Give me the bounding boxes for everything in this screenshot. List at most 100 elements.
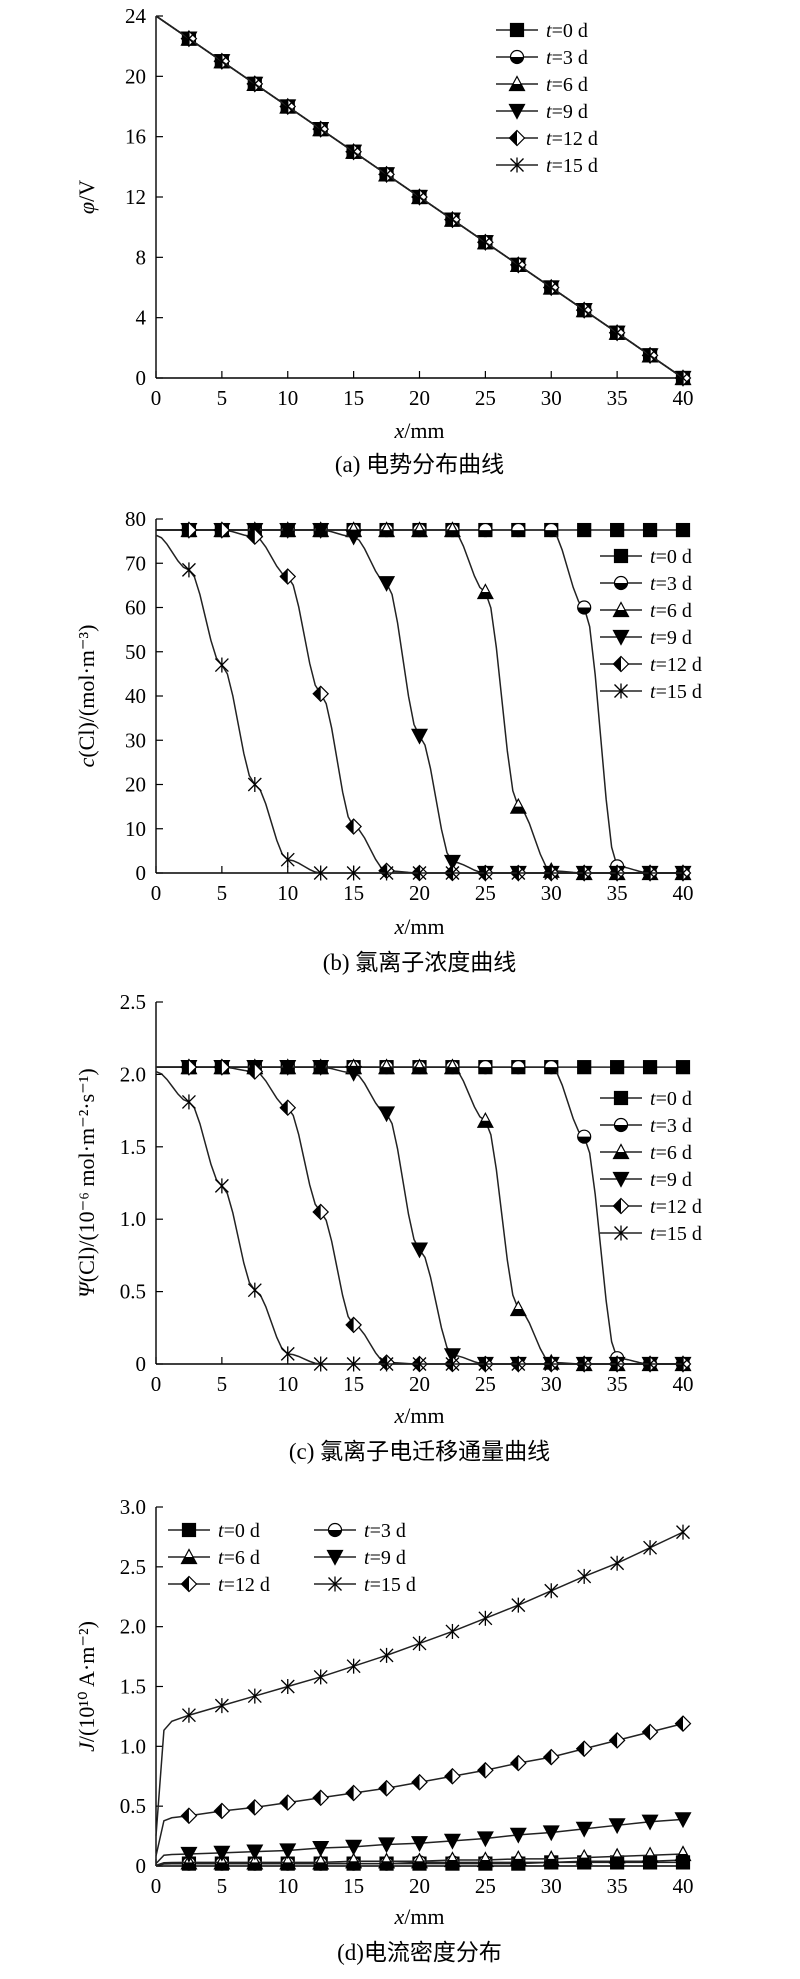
series-line bbox=[155, 1070, 683, 1365]
data-point bbox=[246, 1799, 264, 1816]
data-point bbox=[643, 347, 658, 363]
legend: t=0 d t=3 d t=6 d t=9 d t=12 d t=15 d bbox=[600, 1088, 702, 1245]
y-tick-label: 0.5 bbox=[120, 1794, 146, 1818]
data-point bbox=[577, 1356, 592, 1372]
data-point bbox=[246, 1063, 264, 1080]
series-line bbox=[156, 529, 683, 874]
data-point bbox=[610, 325, 625, 341]
y-tick-label: 50 bbox=[125, 640, 146, 664]
legend-marker bbox=[612, 1171, 630, 1188]
y-tick-label: 4 bbox=[136, 306, 147, 330]
data-point bbox=[379, 1647, 394, 1663]
data-point bbox=[676, 370, 690, 386]
x-tick-label: 10 bbox=[277, 386, 298, 410]
data-point bbox=[410, 1836, 429, 1853]
data-point bbox=[610, 1555, 625, 1571]
x-tick-label: 40 bbox=[673, 1372, 694, 1396]
y-tick-label: 2.0 bbox=[120, 1615, 146, 1639]
data-point bbox=[410, 521, 429, 538]
y-tick-label: 0 bbox=[136, 366, 147, 390]
x-tick-label: 10 bbox=[277, 881, 298, 905]
data-point bbox=[410, 1852, 429, 1869]
data-point bbox=[214, 1178, 229, 1194]
data-point bbox=[181, 1094, 196, 1110]
x-tick-label: 40 bbox=[673, 386, 694, 410]
legend-label: t=9 d bbox=[650, 1169, 692, 1191]
data-point bbox=[642, 1060, 658, 1075]
data-point bbox=[246, 1853, 264, 1870]
data-point bbox=[477, 1761, 494, 1779]
legend-label: t=6 d bbox=[650, 600, 692, 622]
data-point bbox=[378, 1106, 396, 1123]
y-tick-label: 0 bbox=[136, 861, 147, 885]
x-tick-label: 5 bbox=[217, 881, 228, 905]
data-point bbox=[443, 1851, 461, 1868]
data-point bbox=[412, 865, 427, 881]
x-tick-label: 40 bbox=[673, 881, 694, 905]
x-tick-label: 10 bbox=[277, 1372, 298, 1396]
y-axis-title: J/(10¹⁰ A·m⁻²) bbox=[74, 1621, 99, 1752]
data-point bbox=[676, 1524, 690, 1540]
y-tick-label: 8 bbox=[136, 245, 147, 269]
data-point bbox=[577, 1129, 592, 1144]
data-point bbox=[378, 1058, 396, 1075]
y-tick-label: 16 bbox=[125, 125, 146, 149]
x-axis-title: x/mm bbox=[393, 1403, 444, 1428]
data-point bbox=[641, 1723, 659, 1741]
data-point bbox=[346, 1356, 361, 1372]
x-axis-title: x/mm bbox=[393, 418, 444, 443]
data-point bbox=[247, 1282, 262, 1298]
x-tick-label: 10 bbox=[277, 1874, 298, 1898]
data-point bbox=[247, 76, 262, 92]
legend-marker bbox=[612, 629, 630, 646]
data-point bbox=[213, 1802, 231, 1820]
data-point bbox=[444, 1767, 461, 1785]
data-point bbox=[511, 1597, 526, 1613]
legend-marker bbox=[180, 1548, 198, 1565]
data-point bbox=[443, 854, 461, 871]
x-tick-label: 25 bbox=[475, 386, 496, 410]
data-point bbox=[509, 1850, 527, 1866]
data-point bbox=[509, 1300, 527, 1317]
x-tick-label: 30 bbox=[541, 386, 562, 410]
y-tick-label: 30 bbox=[125, 728, 146, 752]
series-line bbox=[156, 1066, 683, 1365]
x-tick-label: 20 bbox=[409, 386, 430, 410]
legend-marker bbox=[612, 601, 630, 618]
legend-marker bbox=[613, 1090, 629, 1106]
data-point bbox=[675, 1060, 691, 1075]
x-tick-label: 25 bbox=[475, 1372, 496, 1396]
data-point bbox=[542, 1748, 560, 1766]
legend-label: t=6 d bbox=[546, 74, 588, 96]
data-point bbox=[478, 522, 493, 538]
data-point bbox=[313, 121, 328, 137]
data-point bbox=[312, 1203, 330, 1221]
data-point bbox=[641, 1846, 659, 1863]
legend-label: t=9 d bbox=[650, 627, 692, 649]
legend-label: t=15 d bbox=[546, 155, 598, 177]
legend-marker bbox=[613, 548, 629, 564]
y-tick-label: 0 bbox=[136, 1352, 147, 1376]
legend-label: t=0 d bbox=[650, 546, 692, 568]
data-point bbox=[411, 1773, 428, 1791]
x-tick-label: 20 bbox=[409, 881, 430, 905]
data-point bbox=[544, 1356, 559, 1372]
data-point bbox=[345, 529, 363, 546]
y-tick-label: 10 bbox=[125, 817, 146, 841]
data-point bbox=[180, 521, 198, 539]
series-t-12-d bbox=[155, 1715, 692, 1857]
y-tick-label: 0 bbox=[136, 1854, 147, 1878]
data-point bbox=[378, 576, 396, 592]
data-point bbox=[279, 522, 297, 539]
data-point bbox=[476, 1831, 494, 1848]
data-point bbox=[445, 212, 460, 228]
legend-marker bbox=[614, 1225, 628, 1241]
data-point bbox=[279, 1794, 297, 1811]
legend-label: t=3 d bbox=[546, 47, 588, 69]
data-point bbox=[247, 1688, 262, 1704]
data-point bbox=[577, 865, 592, 881]
data-point bbox=[312, 1840, 330, 1857]
data-point bbox=[379, 166, 394, 182]
y-tick-label: 1.0 bbox=[120, 1734, 146, 1758]
x-tick-label: 35 bbox=[607, 1372, 628, 1396]
